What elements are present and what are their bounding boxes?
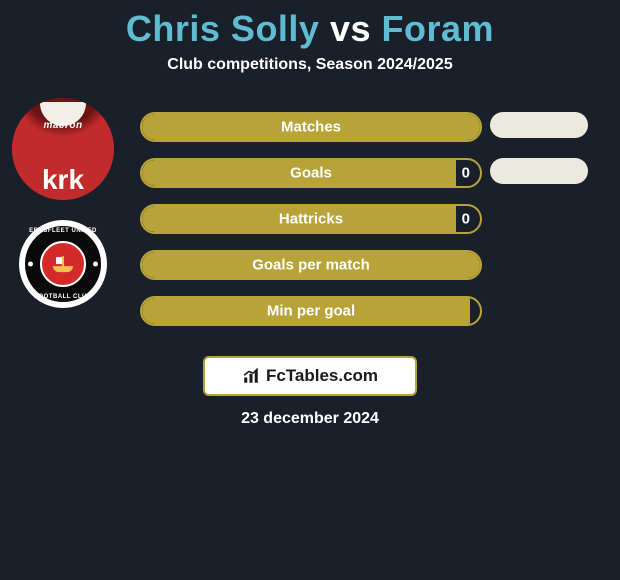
footer-brand-text: FcTables.com <box>266 366 378 386</box>
stat-bar: Min per goal <box>140 296 482 326</box>
stat-bar-value: 0 <box>462 165 470 182</box>
crest-ship-icon <box>53 254 73 272</box>
stat-bar-fill <box>142 206 456 232</box>
stat-bar: Hattricks0 <box>140 204 482 234</box>
crest-inner <box>40 241 86 287</box>
crest-dot <box>28 262 33 267</box>
blank-pill <box>490 112 588 138</box>
subtitle: Club competitions, Season 2024/2025 <box>0 56 620 74</box>
page-title: Chris Solly vs Foram <box>0 8 620 50</box>
left-column: macron krk EBBSFLEET UNITED FOOTBALL CLU… <box>8 98 118 308</box>
stat-bar-fill <box>142 114 480 140</box>
stat-bar: Matches <box>140 112 482 142</box>
title-vs: vs <box>330 8 371 49</box>
jersey-sponsor-text: krk <box>42 164 84 196</box>
stat-bar: Goals0 <box>140 158 482 188</box>
jersey-brand-text: macron <box>43 120 82 131</box>
crest-dot <box>93 262 98 267</box>
title-player2: Foram <box>382 8 495 49</box>
title-player1: Chris Solly <box>126 8 320 49</box>
crest-bottom-text: FOOTBALL CLUB <box>25 294 101 300</box>
content-area: macron krk EBBSFLEET UNITED FOOTBALL CLU… <box>0 98 620 358</box>
stat-bar-fill <box>142 252 480 278</box>
comparison-card: Chris Solly vs Foram Club competitions, … <box>0 0 620 580</box>
player-avatar: macron krk <box>12 98 114 200</box>
club-crest: EBBSFLEET UNITED FOOTBALL CLUB <box>19 220 107 308</box>
footer-badge: FcTables.com <box>203 356 417 396</box>
stat-bar-fill <box>142 160 456 186</box>
stat-bar: Goals per match <box>140 250 482 280</box>
stat-bar-fill <box>142 298 470 324</box>
bar-chart-icon <box>242 367 260 385</box>
stats-bars: Matches Goals0 Hattricks0 Goals per match Mi… <box>140 112 482 342</box>
right-pills <box>490 112 610 204</box>
stat-bar-value: 0 <box>462 211 470 228</box>
crest-top-text: EBBSFLEET UNITED <box>25 228 101 234</box>
blank-pill <box>490 158 588 184</box>
date-text: 23 december 2024 <box>0 410 620 428</box>
